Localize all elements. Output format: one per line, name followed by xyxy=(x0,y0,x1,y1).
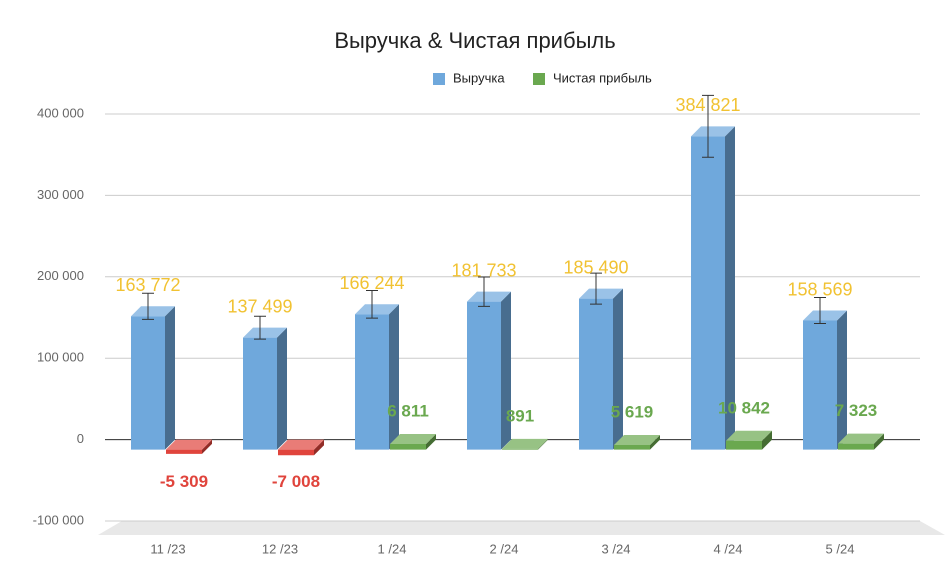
error-bar xyxy=(814,297,826,325)
bar xyxy=(803,310,847,450)
y-tick-label: 200 000 xyxy=(37,268,84,283)
x-tick-label: 12 /23 xyxy=(262,541,298,556)
bar-face xyxy=(838,443,874,450)
bar xyxy=(390,434,436,450)
y-tick-label: 0 xyxy=(77,431,84,446)
bar-face xyxy=(837,310,847,450)
legend-label: Чистая прибыль xyxy=(553,70,652,85)
legend-label: Выручка xyxy=(453,70,505,85)
bar-face xyxy=(166,449,202,454)
bar xyxy=(691,126,735,450)
y-tick-label: -100 000 xyxy=(33,512,84,527)
bar xyxy=(131,306,175,450)
value-label: -7 008 xyxy=(272,472,320,491)
bar-face xyxy=(131,306,175,317)
bar-face xyxy=(278,439,324,450)
error-bar xyxy=(702,94,714,158)
error-bar xyxy=(366,289,378,319)
legend-swatch xyxy=(433,73,445,85)
bar xyxy=(355,304,399,450)
bar-face xyxy=(579,298,613,450)
value-label: 163 772 xyxy=(115,275,180,295)
value-label: 6 811 xyxy=(387,402,429,421)
bar-face xyxy=(613,288,623,450)
bar-face xyxy=(390,444,426,450)
bar-face xyxy=(165,306,175,450)
bar-face xyxy=(389,304,399,450)
bar-face xyxy=(726,430,772,441)
y-tick-label: 300 000 xyxy=(37,187,84,202)
value-label: 185 490 xyxy=(563,257,628,277)
bar-face xyxy=(614,445,650,450)
bar-face xyxy=(314,439,324,456)
bar-face xyxy=(579,288,623,299)
bar-face xyxy=(726,440,762,450)
bar xyxy=(166,439,212,454)
bar-face xyxy=(614,435,660,446)
bar-face xyxy=(725,126,735,450)
y-tick-label: 400 000 xyxy=(37,105,84,120)
bar xyxy=(243,327,287,450)
bar-face xyxy=(501,291,511,450)
bar xyxy=(467,291,511,450)
error-bar xyxy=(142,292,154,320)
value-label: 891 xyxy=(506,406,534,425)
x-tick-label: 1 /24 xyxy=(378,541,407,556)
x-tick-label: 11 /23 xyxy=(150,541,185,556)
x-tick-label: 5 /24 xyxy=(826,541,855,556)
bar xyxy=(838,433,884,450)
value-label: 181 733 xyxy=(451,260,516,280)
value-label: 5 619 xyxy=(611,403,654,422)
value-label: 7 323 xyxy=(835,401,878,420)
bar-face xyxy=(538,438,548,450)
legend-swatch xyxy=(533,73,545,85)
bar xyxy=(502,438,548,450)
bar-face xyxy=(691,126,735,137)
value-label: 166 244 xyxy=(339,273,404,293)
bar-face xyxy=(355,314,389,450)
bar-face xyxy=(803,320,837,450)
bar xyxy=(278,439,324,456)
bar-face xyxy=(762,430,772,450)
chart-title: Выручка & Чистая прибыль xyxy=(334,28,615,53)
bar-face xyxy=(355,304,399,315)
bar-face xyxy=(874,433,884,450)
error-bar xyxy=(478,276,490,307)
bar-face xyxy=(202,439,212,454)
bar-face xyxy=(691,136,725,450)
error-bar xyxy=(590,272,602,305)
bar-face xyxy=(502,438,548,449)
bar xyxy=(726,430,772,450)
bar-face xyxy=(131,316,165,450)
bar-face xyxy=(243,327,287,338)
bar-face xyxy=(390,434,436,445)
value-label: 158 569 xyxy=(787,279,852,299)
bar-face xyxy=(502,448,538,450)
error-bar xyxy=(254,315,266,340)
y-tick-label: 100 000 xyxy=(37,350,84,365)
bar-face xyxy=(467,301,501,450)
x-tick-label: 3 /24 xyxy=(602,541,631,556)
bar xyxy=(614,435,660,450)
value-label: 10 842 xyxy=(718,398,770,417)
x-tick-label: 2 /24 xyxy=(490,541,519,556)
bar-face xyxy=(277,327,287,450)
bar-face xyxy=(278,449,314,456)
bar-face xyxy=(838,433,884,444)
bar-face xyxy=(243,337,277,450)
x-tick-label: 4 /24 xyxy=(714,541,743,556)
bar-face xyxy=(166,439,212,450)
chart-floor xyxy=(98,521,945,535)
bar xyxy=(579,288,623,450)
bar-face xyxy=(426,434,436,450)
bar-face xyxy=(650,435,660,450)
value-label: 137 499 xyxy=(227,296,292,316)
bar-face xyxy=(803,310,847,321)
bar-face xyxy=(467,291,511,302)
value-label: 384 821 xyxy=(675,95,740,115)
value-label: -5 309 xyxy=(160,472,208,491)
